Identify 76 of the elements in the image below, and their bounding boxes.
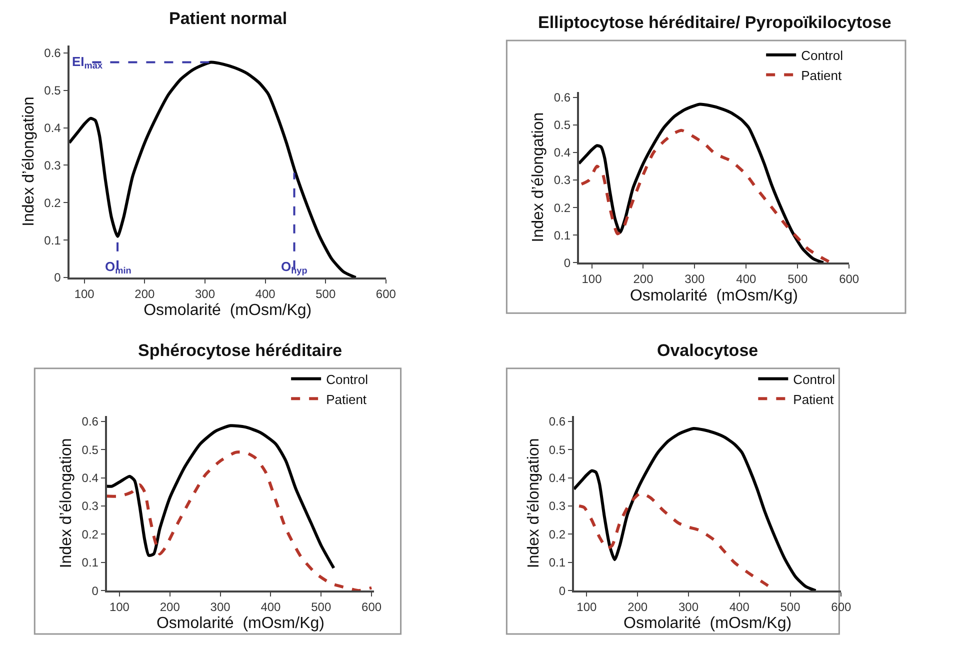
legend-label: Control: [801, 48, 844, 63]
annotation: O$_{hyp}$: [281, 259, 308, 276]
x-tick-label: 100: [582, 272, 602, 286]
x-tick-label: 200: [160, 600, 180, 614]
x-tick-label: 500: [316, 286, 336, 301]
x-tick-label: 200: [633, 272, 654, 286]
x-tick-label: 600: [362, 600, 382, 614]
y-tick-label: 0.6: [554, 90, 571, 105]
y-axis-title: Index d’élongation: [530, 112, 548, 242]
x-tick-label: 600: [839, 272, 860, 286]
x-tick-label: 300: [684, 272, 706, 286]
y-axis-title: Index d’élongation: [525, 438, 542, 568]
x-axis-title: Osmolarité (mOsm/Kg): [144, 302, 312, 320]
chart-title: Elliptocytose héréditaire/ Pyropoïkilocytose: [538, 13, 892, 32]
legend-label: Control: [326, 372, 368, 387]
y-tick-label: 0.4: [554, 146, 571, 160]
x-tick-label: 400: [260, 600, 282, 614]
y-tick-label: 0.3: [82, 499, 99, 514]
y-tick-label: 0.4: [44, 120, 62, 135]
chart-title: Patient normal: [169, 9, 288, 28]
x-tick-label: 300: [210, 600, 231, 614]
y-tick-label: 0: [92, 584, 99, 598]
x-tick-label: 500: [780, 600, 801, 614]
y-tick-label: 0: [54, 270, 62, 285]
y-tick-label: 0.2: [554, 200, 571, 215]
x-axis-title: Osmolarité (mOsm/Kg): [630, 287, 798, 304]
line-series: [574, 426, 818, 591]
line-series: [578, 102, 825, 263]
y-tick-label: 0.5: [548, 442, 566, 457]
x-tick-label: 100: [576, 600, 598, 614]
y-tick-label: 0.4: [548, 471, 566, 486]
y-tick-label: 0.2: [548, 527, 566, 542]
x-tick-label: 200: [628, 600, 648, 614]
annotation: EI$_{max}$: [72, 54, 102, 71]
legend-label: Patient: [801, 68, 842, 83]
y-tick-label: 0.6: [82, 414, 99, 429]
x-axis-title: Osmolarité (mOsm/Kg): [624, 615, 792, 632]
legend-label: Patient: [793, 392, 834, 407]
y-tick-label: 0.1: [82, 556, 99, 570]
x-tick-label: 300: [194, 286, 216, 301]
x-tick-label: 400: [729, 600, 750, 614]
chart-title: Sphérocytose héréditaire: [138, 341, 342, 360]
y-tick-label: 0.2: [82, 527, 99, 542]
x-tick-label: 500: [788, 272, 808, 286]
y-axis-title: Index d’élongation: [20, 96, 38, 226]
y-tick-label: 0.6: [548, 414, 566, 429]
x-tick-label: 100: [109, 600, 130, 614]
x-tick-label: 400: [736, 272, 756, 286]
y-tick-label: 0.1: [44, 233, 62, 248]
chart-title: Ovalocytose: [657, 341, 758, 360]
legend-label: Patient: [326, 392, 367, 407]
y-tick-label: 0.3: [554, 173, 571, 188]
x-tick-label: 500: [311, 600, 332, 614]
x-tick-label: 600: [376, 286, 396, 301]
y-tick-label: 0.5: [82, 442, 99, 457]
x-tick-label: 300: [678, 600, 699, 614]
y-tick-label: 0.5: [44, 84, 62, 98]
y-tick-label: 0: [558, 584, 566, 598]
y-tick-label: 0.1: [548, 556, 566, 570]
y-tick-label: 0.5: [554, 118, 571, 132]
annotation: O$_{min}$: [105, 259, 132, 276]
y-tick-label: 0.2: [44, 196, 62, 210]
y-tick-label: 0.4: [82, 471, 99, 486]
x-axis-title: Osmolarité (mOsm/Kg): [156, 615, 324, 632]
y-tick-label: 0.3: [548, 499, 566, 514]
x-tick-label: 200: [134, 286, 156, 301]
y-axis-title: Index d’élongation: [58, 438, 76, 568]
x-tick-label: 600: [831, 600, 852, 614]
y-tick-label: 0.6: [44, 46, 62, 60]
line-series: [106, 424, 336, 570]
x-tick-label: 100: [74, 286, 95, 301]
y-tick-label: 0: [564, 256, 571, 270]
y-tick-label: 0.3: [44, 158, 62, 172]
x-tick-label: 400: [255, 286, 276, 301]
y-tick-label: 0.1: [554, 228, 571, 242]
legend-label: Control: [793, 372, 836, 387]
